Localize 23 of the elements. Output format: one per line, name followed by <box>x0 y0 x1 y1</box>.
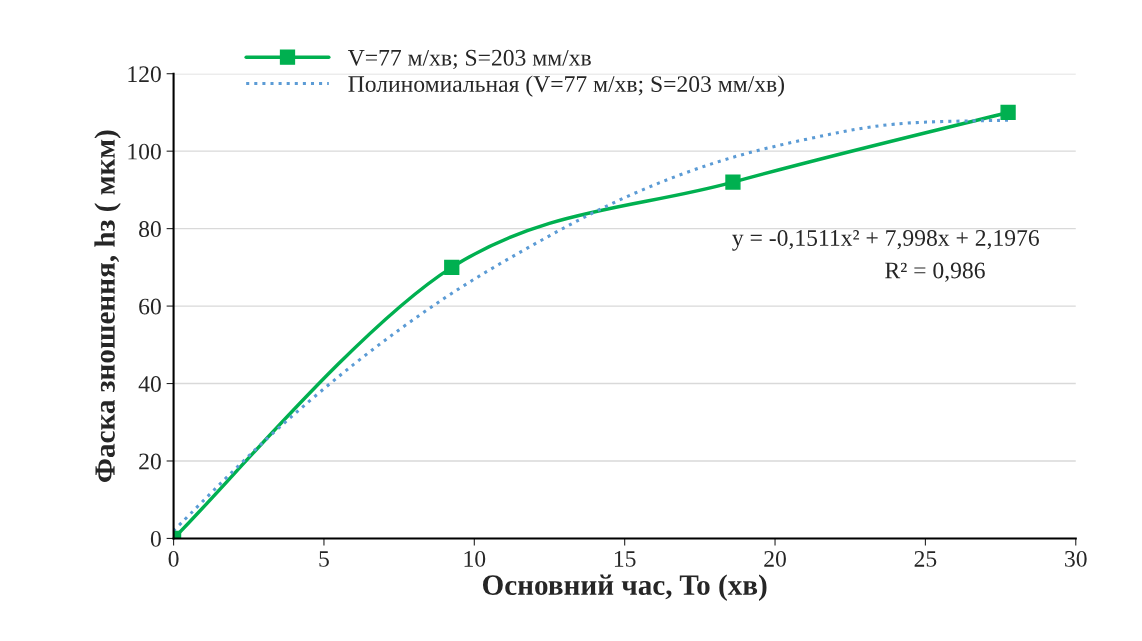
legend-label: Полиномиальная (V=77 м/хв; S=203 мм/хв) <box>348 75 784 97</box>
y-tick-label: 20 <box>139 453 161 470</box>
point <box>725 174 741 190</box>
x-tick-label: 0 <box>168 550 179 567</box>
x-tick-label: 10 <box>464 550 486 567</box>
y-tick-label: 60 <box>139 298 161 315</box>
y-tick-label: 120 <box>128 66 161 83</box>
y-tick-label: 100 <box>128 143 161 160</box>
y-tick-label: 0 <box>150 530 161 547</box>
y-axis-title: Фаска зношення, hз ( мкм) <box>94 130 121 482</box>
x-axis-title: Основний час, To (хв) <box>482 574 767 601</box>
legend-label: V=77 м/хв; S=203 мм/хв <box>347 49 591 70</box>
point <box>444 259 460 275</box>
annotation: R² = 0,986 <box>885 262 985 282</box>
annotation: y = -0,1511x² + 7,998x + 2,1976 <box>732 229 1039 251</box>
y-tick-label: 80 <box>139 221 161 238</box>
x-tick-label: 30 <box>1065 550 1087 567</box>
x-tick-label: 20 <box>764 550 786 567</box>
y-tick-label: 40 <box>138 376 161 392</box>
x-tick-label: 15 <box>614 551 636 567</box>
point <box>1000 104 1016 121</box>
x-tick-label: 5 <box>319 551 329 567</box>
x-tick-label: 25 <box>914 550 937 567</box>
